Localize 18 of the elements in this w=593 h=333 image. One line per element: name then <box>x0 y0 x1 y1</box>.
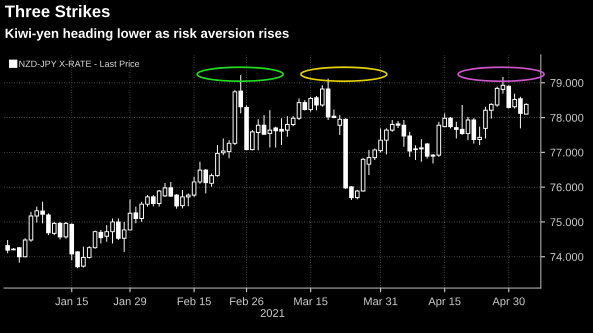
y-tick-label: 79.000 <box>550 79 584 87</box>
legend-label: NZD-JPY X-RATE - Last Price <box>19 60 140 67</box>
chart-title: Three Strikes <box>4 4 110 18</box>
x-tick-label: Feb 15 <box>178 297 211 306</box>
x-tick-label: Apr 30 <box>492 297 525 308</box>
x-tick-label: Jan 29 <box>114 297 146 306</box>
x-tick-label: Mar 31 <box>364 297 398 306</box>
y-tick-label: 77.000 <box>550 148 584 156</box>
x-tick-label: Jan 15 <box>55 297 88 306</box>
y-tick-label: 75.000 <box>550 218 584 226</box>
y-tick-label: 74.000 <box>550 253 584 261</box>
x-tick-label: Feb 26 <box>230 297 264 306</box>
x-tick-label: Mar 15 <box>294 297 328 306</box>
chart-subtitle: Kiwi-yen heading lower as risk aversion rises <box>6 28 289 41</box>
x-axis-title: 2021 <box>260 309 284 317</box>
y-tick-label: 78.000 <box>550 114 584 122</box>
x-tick-label: Apr 15 <box>428 297 461 308</box>
y-tick-label: 76.000 <box>550 183 584 192</box>
